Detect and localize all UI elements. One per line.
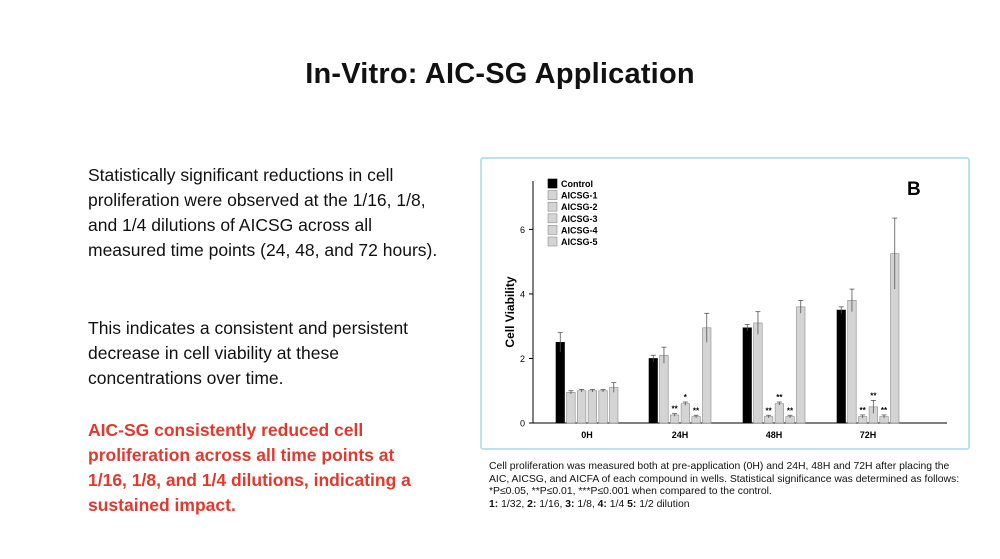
bar bbox=[609, 387, 619, 424]
panel-label: B bbox=[907, 179, 921, 200]
significance-marker: ** bbox=[870, 391, 877, 400]
summary-paragraph: Statistically significant reductions in … bbox=[88, 165, 438, 260]
x-tick-label: 72H bbox=[860, 430, 877, 440]
legend-swatch bbox=[547, 201, 558, 212]
legend-label: AICSG-5 bbox=[561, 237, 598, 247]
interpretation-paragraph: This indicates a consistent and persiste… bbox=[88, 318, 409, 388]
legend-label: AICSG-4 bbox=[561, 225, 598, 235]
significance-marker: ** bbox=[776, 393, 783, 402]
bar bbox=[587, 390, 597, 424]
caption-value-1: 1/32, bbox=[498, 498, 528, 510]
significance-marker: * bbox=[684, 393, 688, 402]
highlight-conclusion: AIC-SG consistently reduced cell prolife… bbox=[88, 420, 411, 515]
caption-key-2: 2: bbox=[527, 498, 537, 510]
caption-key-1: 1: bbox=[489, 498, 499, 510]
bar bbox=[598, 390, 608, 424]
bar bbox=[836, 309, 846, 424]
significance-marker: ** bbox=[881, 406, 888, 415]
y-tick-label: 4 bbox=[520, 289, 525, 299]
bar bbox=[566, 392, 576, 424]
caption-value-5: 1/2 dilution bbox=[636, 498, 690, 510]
x-tick-label: 48H bbox=[766, 430, 783, 440]
legend-label: AICSG-3 bbox=[561, 214, 598, 224]
caption-key-4: 4: bbox=[597, 498, 607, 510]
significance-marker: ** bbox=[693, 406, 700, 415]
bar bbox=[659, 354, 669, 424]
significance-marker: ** bbox=[787, 406, 794, 415]
bar bbox=[555, 342, 565, 424]
legend-label: AICSG-1 bbox=[561, 191, 598, 201]
x-tick-label: 24H bbox=[672, 430, 689, 440]
legend-label: AICSG-2 bbox=[561, 202, 598, 212]
bar bbox=[774, 403, 784, 424]
y-tick-label: 6 bbox=[520, 225, 525, 235]
caption-key-3: 3: bbox=[565, 498, 575, 510]
bar bbox=[753, 322, 763, 424]
x-tick-label: 0H bbox=[581, 430, 593, 440]
legend-swatch bbox=[547, 236, 558, 247]
caption-text: Cell proliferation was measured both at … bbox=[489, 461, 960, 498]
slide-title: In-Vitro: AIC-SG Application bbox=[305, 58, 695, 90]
significance-marker: ** bbox=[672, 405, 679, 414]
legend-label: Control bbox=[561, 179, 593, 189]
bar bbox=[648, 358, 658, 424]
significance-marker: ** bbox=[860, 406, 867, 415]
significance-marker: ** bbox=[766, 406, 773, 415]
bar bbox=[796, 306, 806, 424]
y-tick-label: 2 bbox=[520, 354, 525, 364]
legend-swatch bbox=[547, 213, 558, 224]
legend-swatch bbox=[547, 190, 558, 200]
chart-frame: 0 2 4 6 Cell Viability B ** ** ** * ** ** ** ** ** 0H 24… bbox=[480, 157, 970, 450]
legend-swatch bbox=[547, 178, 558, 189]
caption-value-4: 1/4 bbox=[606, 498, 628, 510]
caption-value-2: 1/16, bbox=[536, 498, 566, 510]
legend-swatch bbox=[547, 225, 558, 235]
bar bbox=[742, 327, 752, 424]
y-axis-label: Cell Viability bbox=[503, 276, 517, 347]
y-tick-label: 0 bbox=[520, 419, 525, 429]
figure-caption: Cell proliferation was measured both at … bbox=[489, 461, 964, 511]
caption-key-5: 5: bbox=[627, 498, 637, 510]
bar bbox=[577, 390, 587, 424]
bar bbox=[847, 300, 857, 424]
caption-value-3: 1/8, bbox=[574, 498, 598, 510]
bar bbox=[680, 403, 690, 424]
